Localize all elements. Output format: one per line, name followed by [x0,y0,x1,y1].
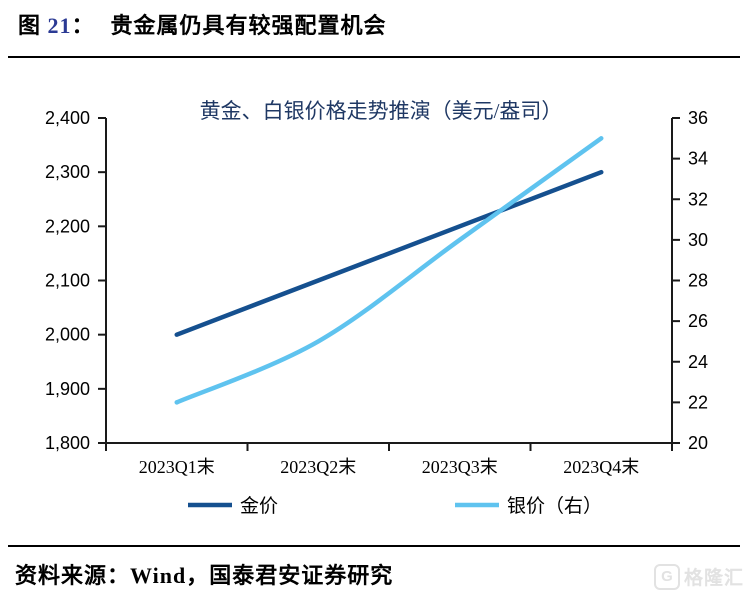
right-axis-tick-label: 34 [688,149,708,169]
right-axis-tick-label: 26 [688,311,708,331]
source-label: 资料来源： [15,563,131,588]
gelonghui-watermark: G 格隆汇 [653,563,744,590]
figure-label-prefix: 图 [18,13,48,38]
source-rest: ，国泰君安证券研究 [186,563,394,588]
figure-title: 贵金属仍具有较强配置机会 [110,13,387,38]
source-note: 资料来源：Wind，国泰君安证券研究 [15,558,655,590]
left-axis-tick-label: 2,400 [45,108,90,128]
header-divider [8,56,740,58]
left-axis-tick-label: 1,800 [45,433,90,453]
gelonghui-logo-letter: G [661,568,673,585]
left-axis-tick-label: 2,200 [45,216,90,236]
figure-header: 图 21： 贵金属仍具有较强配置机会 [18,8,738,40]
x-axis-category-label: 2023Q1末 [139,457,215,477]
right-axis-tick-label: 28 [688,271,708,291]
figure-number: 21 [47,13,72,38]
figure-colon: ： [71,13,95,38]
source-wind: Wind [130,563,187,588]
right-axis-tick-label: 20 [688,433,708,453]
right-axis-tick-label: 22 [688,392,708,412]
left-axis-tick-label: 1,900 [45,379,90,399]
legend-label-0: 金价 [240,495,278,517]
x-axis-category-label: 2023Q4末 [563,457,639,477]
right-axis-tick-label: 30 [688,230,708,250]
gelonghui-logo-text: 格隆汇 [683,568,744,589]
right-axis-tick-label: 24 [688,352,708,372]
footer-divider [8,545,740,547]
x-axis-category-label: 2023Q3末 [422,457,498,477]
left-axis-tick-label: 2,000 [45,325,90,345]
right-axis-tick-label: 32 [688,189,708,209]
x-axis-category-label: 2023Q2末 [280,457,356,477]
series-line-1 [174,136,604,405]
right-axis-tick-label: 36 [688,108,708,128]
left-axis-tick-label: 2,300 [45,162,90,182]
chart-title: 黄金、白银价格走势推演（美元/盎司） [200,99,563,123]
left-axis-tick-label: 2,100 [45,271,90,291]
series-line-0 [174,169,604,337]
legend-label-1: 银价（右） [507,495,602,517]
gelonghui-logo-icon: G [653,563,680,590]
